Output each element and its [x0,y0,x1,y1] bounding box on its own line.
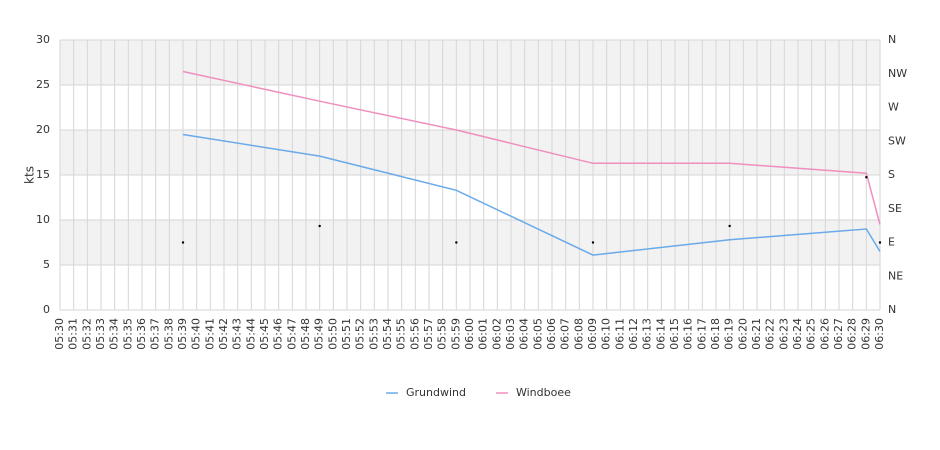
x-tick-label: 05:52 [354,318,367,350]
x-tick-label: 05:37 [149,318,162,350]
x-tick-label: 05:32 [80,318,93,350]
x-tick-label: 05:45 [258,318,271,350]
x-tick-label: 06:13 [641,318,654,350]
x-tick-label: 05:39 [176,318,189,350]
legend-label: Grundwind [406,386,466,399]
y-tick-label: 10 [36,213,50,226]
direction-point [591,241,595,244]
x-tick-label: 06:18 [709,318,722,350]
x-tick-label: 06:01 [477,318,490,350]
x-tick-label: 06:05 [531,318,544,350]
x-tick-label: 05:30 [53,318,66,350]
y2-tick-label: N [888,33,896,46]
x-tick-label: 05:51 [340,318,353,350]
direction-point [181,241,185,244]
x-tick-label: 05:40 [190,318,203,350]
x-tick-label: 05:36 [135,318,148,350]
y2-tick-label: NE [888,269,903,282]
x-tick-label: 05:44 [244,318,257,350]
x-tick-label: 06:12 [627,318,640,350]
direction-point [318,224,321,228]
series-line [182,133,881,256]
x-tick-label: 05:46 [272,318,285,350]
x-tick-label: 05:54 [381,318,394,350]
y2-tick-label: N [888,303,896,316]
y2-tick-label: S [888,168,895,181]
x-tick-label: 06:19 [723,318,736,350]
y-tick-label: 5 [43,258,50,271]
x-tick-label: 05:34 [108,318,121,350]
x-tick-label: 05:47 [285,318,298,350]
x-tick-label: 05:31 [67,318,80,350]
direction-point [878,241,882,244]
x-tick-label: 05:55 [395,318,408,350]
legend-label: Windboee [516,386,571,399]
series-line [182,70,881,225]
x-tick-label: 06:06 [545,318,558,350]
x-tick-label: 06:20 [736,318,749,350]
x-tick-label: 06:02 [490,318,503,350]
y2-tick-label: SE [888,202,902,215]
y2-tick-label: E [888,236,895,249]
x-tick-label: 05:35 [121,318,134,350]
direction-point [865,176,868,179]
x-tick-label: 06:21 [750,318,763,350]
x-tick-label: 05:49 [313,318,326,350]
x-tick-label: 06:26 [818,318,831,350]
y-tick-label: 30 [36,33,50,46]
x-tick-label: 05:50 [326,318,339,350]
x-tick-label: 06:17 [695,318,708,350]
x-tick-label: 06:27 [832,318,845,350]
x-tick-label: 06:16 [682,318,695,350]
x-tick-label: 06:10 [600,318,613,350]
x-tick-label: 05:41 [203,318,216,350]
x-tick-label: 05:33 [94,318,107,350]
y2-tick-label: W [888,101,899,114]
x-tick-label: 05:53 [367,318,380,350]
x-tick-label: 05:43 [231,318,244,350]
x-tick-label: 06:29 [859,318,872,350]
x-tick-label: 06:11 [613,318,626,350]
y-tick-label: 15 [36,168,50,181]
x-tick-label: 06:15 [668,318,681,350]
x-tick-label: 06:04 [518,318,531,350]
y-tick-label: 25 [36,78,50,91]
direction-point [728,224,731,228]
x-tick-label: 06:14 [654,318,667,350]
y-tick-label: 0 [43,303,50,316]
y-tick-label: 20 [36,123,50,136]
x-tick-label: 06:23 [777,318,790,350]
direction-point [455,241,458,244]
x-tick-label: 06:00 [463,318,476,350]
y-axis-label: kts [23,166,37,184]
x-tick-label: 05:48 [299,318,312,350]
x-tick-label: 06:22 [764,318,777,350]
x-tick-label: 06:07 [559,318,572,350]
x-tick-label: 05:59 [449,318,462,350]
x-tick-label: 06:09 [586,318,599,350]
x-tick-label: 06:25 [805,318,818,350]
x-tick-label: 06:08 [572,318,585,350]
y2-tick-label: NW [888,67,907,80]
x-tick-label: 06:30 [873,318,886,350]
x-tick-label: 06:24 [791,318,804,350]
y2-tick-label: SW [888,134,906,147]
x-tick-label: 05:42 [217,318,230,350]
x-tick-label: 06:28 [846,318,859,350]
x-tick-label: 05:58 [436,318,449,350]
x-tick-label: 06:03 [504,318,517,350]
x-tick-label: 05:57 [422,318,435,350]
x-tick-label: 05:56 [408,318,421,350]
x-tick-label: 05:38 [162,318,175,350]
